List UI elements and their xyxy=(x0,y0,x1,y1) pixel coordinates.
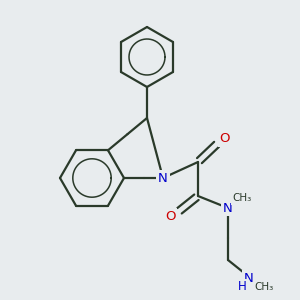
Text: N: N xyxy=(244,272,254,284)
Text: CH₃: CH₃ xyxy=(232,193,252,203)
Text: H: H xyxy=(238,280,246,293)
Text: CH₃: CH₃ xyxy=(254,282,274,292)
Text: O: O xyxy=(220,133,230,146)
Text: N: N xyxy=(158,172,168,184)
Text: N: N xyxy=(223,202,233,214)
Text: O: O xyxy=(165,209,175,223)
